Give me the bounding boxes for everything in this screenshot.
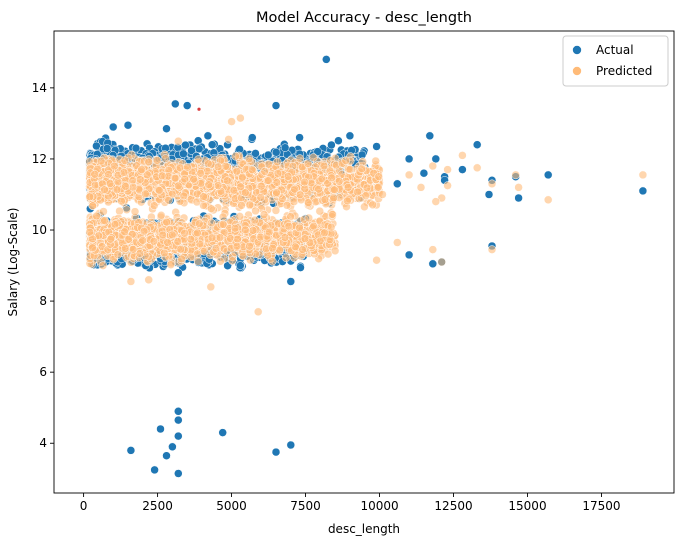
data-point bbox=[179, 149, 188, 159]
data-point bbox=[162, 124, 171, 133]
data-points bbox=[85, 55, 648, 478]
data-point bbox=[272, 178, 282, 187]
data-point bbox=[126, 446, 136, 455]
data-point bbox=[345, 165, 355, 174]
data-point bbox=[108, 122, 118, 132]
data-point bbox=[425, 131, 435, 141]
data-point bbox=[207, 140, 217, 149]
data-point bbox=[174, 415, 183, 425]
data-point bbox=[311, 197, 320, 207]
data-point bbox=[296, 263, 305, 272]
data-point bbox=[371, 156, 380, 166]
chart-title: Model Accuracy - desc_length bbox=[256, 10, 472, 26]
data-point bbox=[203, 131, 213, 141]
data-point bbox=[231, 152, 240, 161]
data-point bbox=[174, 431, 183, 441]
data-point bbox=[514, 193, 523, 203]
data-point bbox=[286, 277, 296, 286]
data-point bbox=[360, 202, 369, 212]
data-point bbox=[472, 140, 482, 149]
data-point bbox=[96, 156, 106, 166]
data-point bbox=[123, 120, 133, 130]
data-point bbox=[393, 179, 402, 189]
data-point bbox=[174, 268, 183, 277]
data-point bbox=[271, 148, 281, 157]
data-point bbox=[181, 140, 190, 150]
data-point bbox=[372, 142, 381, 151]
data-point bbox=[251, 149, 260, 158]
data-point bbox=[271, 101, 281, 110]
data-point bbox=[174, 407, 183, 416]
data-point bbox=[484, 190, 494, 199]
data-point bbox=[174, 469, 183, 478]
data-point bbox=[543, 170, 553, 180]
data-point bbox=[289, 197, 299, 206]
data-point bbox=[273, 157, 282, 167]
data-point bbox=[152, 156, 162, 165]
data-point bbox=[102, 144, 112, 153]
data-point bbox=[286, 440, 296, 450]
data-point bbox=[431, 154, 441, 164]
data-point bbox=[458, 165, 467, 174]
data-point bbox=[280, 143, 290, 152]
data-point bbox=[248, 133, 257, 142]
data-point bbox=[204, 159, 213, 168]
data-point bbox=[419, 168, 429, 178]
data-point bbox=[271, 206, 281, 215]
data-point bbox=[236, 261, 245, 270]
data-point bbox=[162, 451, 171, 460]
data-point bbox=[322, 55, 331, 64]
data-point bbox=[168, 442, 177, 452]
data-point bbox=[334, 136, 343, 145]
data-point bbox=[304, 198, 313, 207]
data-point bbox=[218, 428, 227, 437]
data-point bbox=[245, 200, 255, 210]
data-point bbox=[295, 133, 304, 142]
data-point bbox=[428, 259, 438, 269]
data-point bbox=[194, 155, 203, 164]
data-point bbox=[150, 465, 159, 475]
data-point bbox=[271, 447, 281, 457]
data-point bbox=[282, 201, 292, 210]
data-point bbox=[263, 150, 273, 160]
data-point bbox=[161, 154, 170, 163]
data-point bbox=[171, 99, 180, 109]
data-point bbox=[327, 140, 336, 150]
data-point bbox=[194, 144, 204, 154]
data-point bbox=[117, 196, 126, 206]
data-point bbox=[638, 186, 648, 196]
data-point bbox=[92, 141, 101, 151]
data-point bbox=[404, 250, 414, 260]
data-point bbox=[156, 424, 165, 434]
data-point bbox=[404, 154, 414, 164]
data-point bbox=[361, 191, 371, 200]
data-point bbox=[182, 101, 192, 110]
data-point bbox=[183, 163, 192, 172]
data-point bbox=[244, 154, 254, 164]
data-point bbox=[345, 131, 355, 141]
data-point bbox=[309, 153, 318, 162]
